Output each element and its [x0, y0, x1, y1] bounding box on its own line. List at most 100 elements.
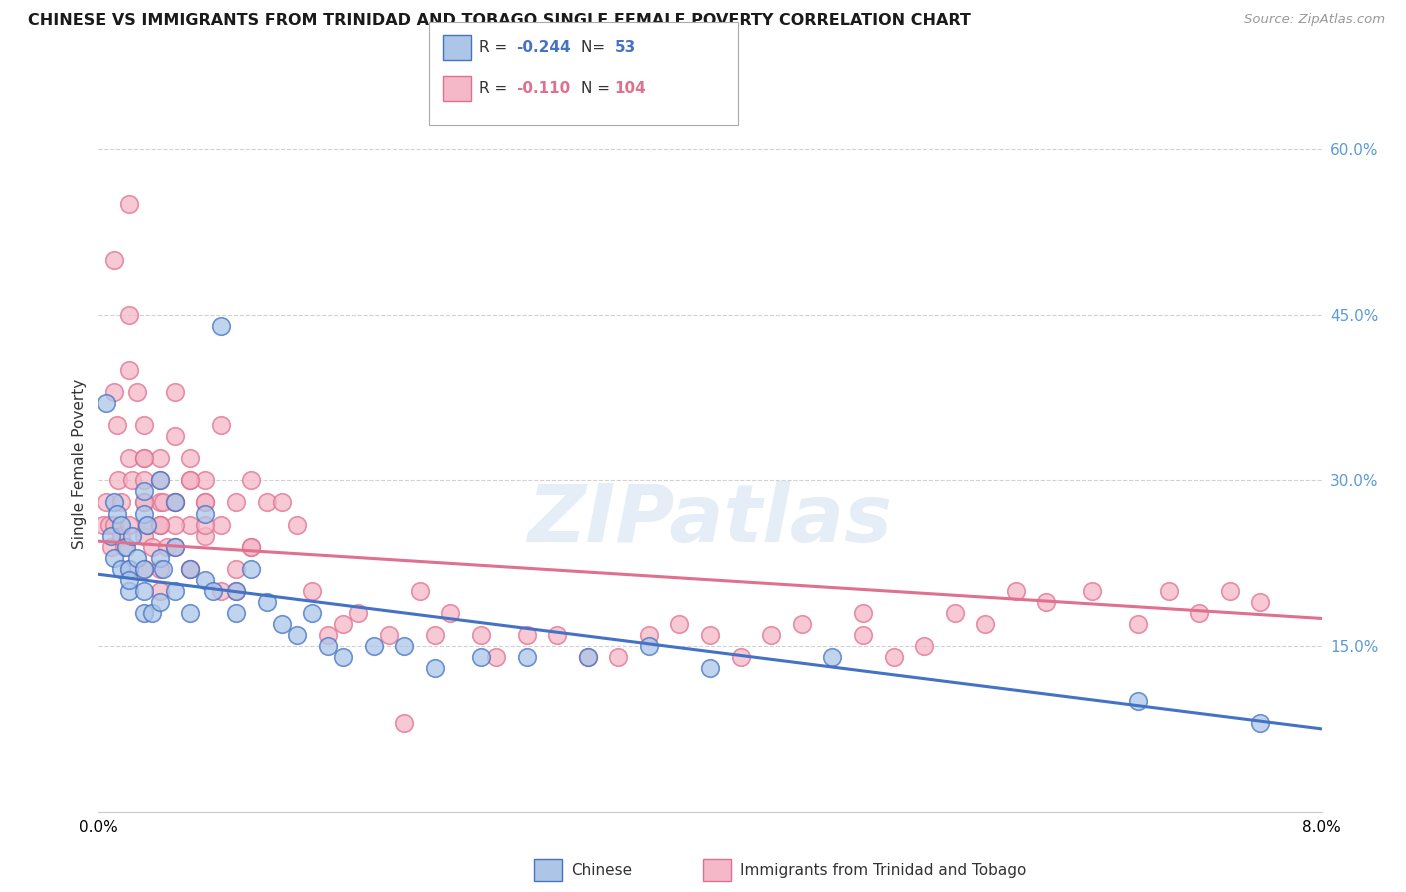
- Point: [439, 606, 461, 620]
- Point: [118, 363, 141, 377]
- Point: [134, 484, 156, 499]
- Point: [332, 650, 354, 665]
- Point: [759, 628, 782, 642]
- Point: [105, 418, 128, 433]
- Point: [149, 550, 172, 565]
- Point: [332, 617, 354, 632]
- Point: [392, 639, 416, 653]
- Point: [270, 617, 294, 632]
- Point: [179, 562, 201, 576]
- Point: [134, 474, 156, 488]
- Point: [141, 606, 163, 620]
- Point: [103, 517, 125, 532]
- Point: [103, 550, 125, 565]
- Point: [974, 617, 997, 632]
- Point: [179, 517, 201, 532]
- Point: [607, 650, 630, 665]
- Point: [149, 595, 172, 609]
- Point: [699, 628, 721, 642]
- Text: R =: R =: [479, 40, 513, 54]
- Point: [1157, 583, 1180, 598]
- Point: [516, 628, 538, 642]
- Point: [1249, 595, 1271, 609]
- Point: [118, 308, 141, 322]
- Point: [163, 495, 186, 509]
- Point: [118, 562, 141, 576]
- Point: [225, 606, 247, 620]
- Point: [912, 639, 935, 653]
- Point: [516, 650, 538, 665]
- Point: [1081, 583, 1104, 598]
- Point: [134, 562, 156, 576]
- Point: [152, 562, 174, 576]
- Point: [699, 661, 721, 675]
- Point: [301, 606, 323, 620]
- Point: [1188, 606, 1211, 620]
- Point: [285, 628, 308, 642]
- Point: [103, 252, 125, 267]
- Point: [408, 583, 430, 598]
- Point: [125, 550, 148, 565]
- Point: [149, 517, 172, 532]
- Text: 53: 53: [614, 40, 636, 54]
- Point: [105, 507, 128, 521]
- Point: [149, 562, 172, 576]
- Point: [179, 451, 201, 466]
- Point: [285, 517, 308, 532]
- Point: [110, 495, 132, 509]
- Point: [194, 573, 217, 587]
- Point: [194, 474, 217, 488]
- Point: [110, 517, 132, 532]
- Point: [118, 562, 141, 576]
- Text: Immigrants from Trinidad and Tobago: Immigrants from Trinidad and Tobago: [740, 863, 1026, 878]
- Point: [134, 528, 156, 542]
- Point: [194, 517, 217, 532]
- Point: [852, 606, 875, 620]
- Point: [363, 639, 385, 653]
- Point: [163, 385, 186, 400]
- Point: [301, 583, 323, 598]
- Point: [240, 474, 263, 488]
- Point: [423, 628, 446, 642]
- Point: [576, 650, 599, 665]
- Point: [225, 562, 247, 576]
- Point: [179, 562, 201, 576]
- Point: [392, 716, 416, 731]
- Text: CHINESE VS IMMIGRANTS FROM TRINIDAD AND TOBAGO SINGLE FEMALE POVERTY CORRELATION: CHINESE VS IMMIGRANTS FROM TRINIDAD AND …: [28, 13, 972, 29]
- Point: [98, 517, 121, 532]
- Point: [149, 517, 172, 532]
- Point: [118, 451, 141, 466]
- Point: [134, 562, 156, 576]
- Point: [209, 583, 232, 598]
- Point: [163, 540, 186, 554]
- Point: [470, 628, 492, 642]
- Point: [125, 385, 148, 400]
- Point: [256, 495, 278, 509]
- Point: [163, 429, 186, 443]
- Point: [149, 517, 172, 532]
- Point: [134, 583, 156, 598]
- Text: -0.110: -0.110: [516, 81, 571, 95]
- Point: [668, 617, 690, 632]
- Point: [149, 474, 172, 488]
- Point: [152, 495, 174, 509]
- Point: [149, 451, 172, 466]
- Point: [225, 583, 247, 598]
- Point: [100, 540, 122, 554]
- Point: [118, 583, 141, 598]
- Point: [134, 495, 156, 509]
- Point: [94, 396, 117, 410]
- Text: Source: ZipAtlas.com: Source: ZipAtlas.com: [1244, 13, 1385, 27]
- Point: [209, 517, 232, 532]
- Point: [730, 650, 752, 665]
- Point: [1004, 583, 1026, 598]
- Point: [91, 517, 114, 532]
- Point: [134, 418, 156, 433]
- Text: ZIPatlas: ZIPatlas: [527, 481, 893, 558]
- Point: [179, 562, 201, 576]
- Point: [118, 197, 141, 211]
- Point: [194, 507, 217, 521]
- Point: [1128, 694, 1150, 708]
- Point: [121, 474, 143, 488]
- Point: [347, 606, 370, 620]
